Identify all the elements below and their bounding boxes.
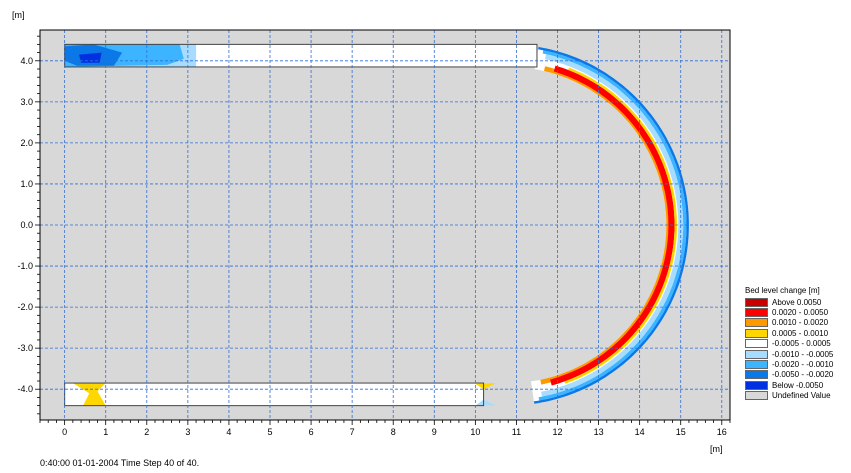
x-tick-label: 13 [594,427,604,437]
legend-label: 0.0020 - 0.0050 [772,308,829,318]
bend-entry-yellow [475,383,496,390]
legend-item: Undefined Value [745,391,833,401]
legend-swatch [745,339,768,349]
bottom-channel [64,383,484,406]
legend-swatch [745,370,768,380]
x-tick-label: 3 [185,427,190,437]
legend-item: 0.0005 - 0.0010 [745,328,833,338]
inlet-erosion-below [79,52,102,63]
legend-label: -0.0050 - -0.0020 [772,370,834,380]
legend-item: Below -0.0050 [745,380,833,390]
y-tick-label: 1.0 [20,179,33,189]
y-tick-label: -4.0 [17,384,33,394]
x-tick-label: 5 [267,427,272,437]
y-unit-label: [m] [12,10,25,20]
legend-item: Above 0.0050 [745,297,833,307]
bend-entry-blue [475,399,496,406]
legend-swatch [745,308,768,318]
x-tick-label: 12 [552,427,562,437]
legend-label: -0.0010 - -0.0005 [772,349,834,359]
y-tick-label: 4.0 [20,56,33,66]
x-tick-label: 11 [512,427,521,437]
y-tick-label: -3.0 [17,343,33,353]
legend-swatch [745,360,768,370]
legend-label: -0.0020 - -0.0010 [772,360,834,370]
x-tick-label: 14 [635,427,645,437]
x-tick-label: 2 [144,427,149,437]
x-tick-label: 6 [309,427,314,437]
x-tick-label: 7 [350,427,355,437]
x-tick-label: 1 [103,427,108,437]
legend-label: Undefined Value [772,391,831,401]
x-tick-label: 15 [676,427,686,437]
legend-title: Bed level change [m] [745,286,820,295]
legend-item: -0.0005 - 0.0005 [745,339,833,349]
y-tick-label: -1.0 [17,261,33,271]
y-tick-label: 2.0 [20,138,33,148]
legend-label: -0.0005 - 0.0005 [772,339,831,349]
y-tick-label: 3.0 [20,97,33,107]
x-tick-label: 0 [62,427,67,437]
legend-swatch [745,391,768,401]
legend-swatch [745,349,768,359]
outlet-deposit-yellow [72,383,106,406]
legend-item: -0.0050 - -0.0020 [745,370,833,380]
x-tick-label: 8 [391,427,396,437]
x-tick-label: 9 [432,427,437,437]
legend-swatch [745,297,768,307]
x-unit-label: [m] [710,444,723,454]
y-tick-label: 0.0 [20,220,33,230]
legend-item: -0.0010 - -0.0005 [745,349,833,359]
legend-swatch [745,380,768,390]
y-tick-label: -2.0 [17,302,33,312]
legend-label: 0.0010 - 0.0020 [772,318,829,328]
legend: Bed level change [m] Above 0.0050 0.0020 … [745,286,833,401]
legend-label: 0.0005 - 0.0010 [772,328,829,338]
legend-label: Above 0.0050 [772,297,822,307]
legend-item: 0.0010 - 0.0020 [745,318,833,328]
legend-swatch [745,328,768,338]
x-tick-label: 16 [717,427,727,437]
legend-item: -0.0020 - -0.0010 [745,359,834,370]
x-tick-label: 4 [226,427,231,437]
legend-label: Below -0.0050 [772,380,824,390]
bottom-channel-outline [64,382,485,407]
status-bar-text: 0:40:00 01-01-2004 Time Step 40 of 40. [40,458,200,468]
x-tick-label: 10 [470,427,480,437]
legend-swatch [745,318,768,328]
legend-item: 0.0020 - 0.0050 [745,307,833,318]
